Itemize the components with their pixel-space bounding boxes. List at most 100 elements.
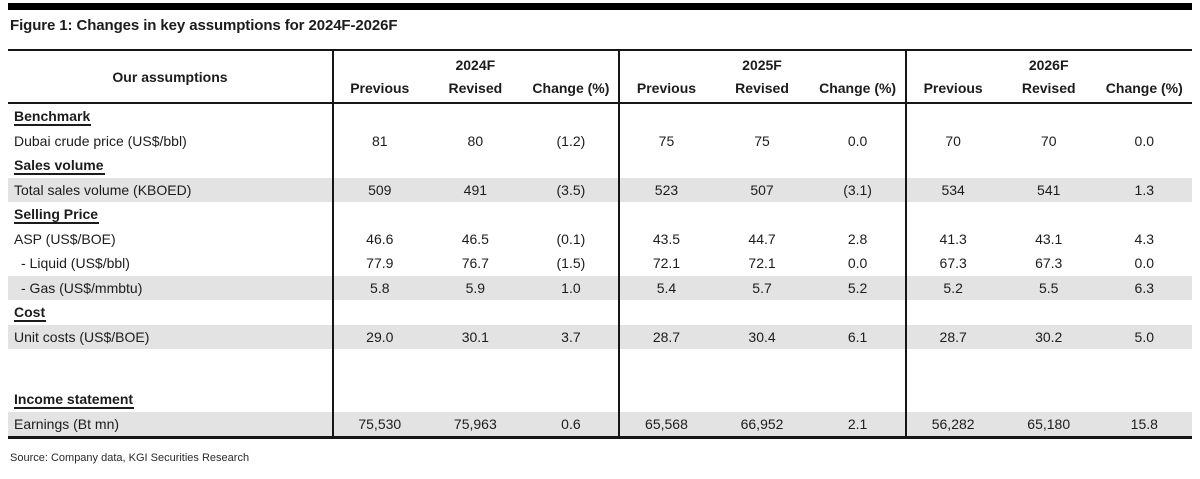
section-row: Benchmark [8, 104, 1192, 129]
table-row: ASP (US$/BOE) 46.6 46.5 (0.1) 43.5 44.7 2.8 41.… [8, 227, 1192, 252]
year-group-label: 2024F [455, 57, 496, 73]
value-cell: 30.1 [461, 328, 489, 345]
table-row: Total sales volume (KBOED) 509 491 (3.5) 523… [8, 177, 1192, 202]
section-label: Income statement [8, 387, 332, 412]
section-label: Benchmark [8, 104, 332, 129]
value-cell: 43.1 [1035, 230, 1063, 247]
value-cell: 46.5 [461, 230, 489, 247]
value-cell: 72.1 [748, 255, 776, 271]
value-cell: 76.7 [461, 255, 489, 271]
value-cell: 507 [750, 181, 774, 198]
column-header: Change (%) [819, 80, 897, 96]
value-cell: 30.4 [748, 328, 776, 345]
section-label-text: Selling Price [14, 206, 100, 224]
column-divider [618, 51, 620, 436]
value-cell: (0.1) [556, 230, 586, 247]
column-header: Previous [350, 80, 410, 96]
value-cell: 70 [1040, 132, 1057, 149]
value-cell: 5.2 [943, 279, 963, 296]
table-row: - Liquid (US$/bbl) 77.9 76.7 (1.5) 72.1 72.1 0… [8, 251, 1192, 276]
assumptions-table: Our assumptions 2024F 2025F 2026F Previous… [8, 49, 1192, 439]
column-header: Revised [448, 80, 503, 96]
section-row: Selling Price [8, 202, 1192, 227]
table-header: Our assumptions 2024F 2025F 2026F Previous… [8, 51, 1192, 104]
section-label-text: Cost [14, 304, 47, 322]
value-cell: 0.0 [847, 255, 868, 271]
value-cell: 75 [658, 132, 675, 149]
value-cell: 65,568 [645, 415, 688, 432]
row-label: Earnings (Bt mn) [14, 415, 120, 432]
column-header: Revised [735, 80, 789, 96]
value-cell: 0.0 [1134, 132, 1155, 149]
value-cell: 2.1 [847, 415, 868, 432]
value-cell: 3.7 [561, 328, 581, 345]
value-cell: 70 [945, 132, 961, 149]
year-group-row: 2024F 2025F 2026F [332, 51, 1192, 76]
section-label-text: Income statement [14, 391, 135, 409]
spacer-row [8, 349, 1192, 387]
row-label: Unit costs (US$/BOE) [14, 328, 150, 345]
value-cell: (3.5) [556, 181, 586, 198]
value-cell: 491 [463, 181, 488, 198]
column-header: Previous [923, 80, 983, 96]
value-cell: 541 [1037, 181, 1061, 198]
row-label: - Gas (US$/mmbtu) [21, 279, 143, 296]
section-row: Sales volume [8, 153, 1192, 178]
table-row: Unit costs (US$/BOE) 29.0 30.1 3.7 28.7 30.4 6… [8, 324, 1192, 349]
section-label-text: Sales volume [14, 157, 105, 175]
value-cell: 6.1 [847, 328, 868, 345]
value-cell: 523 [654, 181, 679, 198]
value-cell: 0.0 [1134, 255, 1155, 271]
value-cell: 1.0 [561, 279, 581, 296]
value-cell: 5.5 [1038, 279, 1059, 296]
value-cell: 75,963 [453, 415, 497, 432]
value-cell: 6.3 [1134, 279, 1155, 296]
value-cell: 56,282 [931, 415, 975, 432]
value-cell: 5.4 [656, 279, 677, 296]
value-cell: 30.2 [1035, 328, 1063, 345]
source-note: Source: Company data, KGI Securities Res… [10, 452, 250, 464]
figure-title: Figure 1: Changes in key assumptions for… [10, 17, 398, 34]
value-cell: 5.7 [752, 279, 772, 296]
value-cell: 41.3 [939, 230, 967, 247]
row-label: Total sales volume (KBOED) [14, 181, 192, 198]
value-cell: 4.3 [1134, 230, 1155, 247]
value-cell: 534 [941, 181, 965, 198]
value-cell: 67.3 [1035, 255, 1063, 271]
value-cell: 75,530 [358, 415, 402, 432]
value-cell: 75 [754, 132, 770, 149]
row-label: - Liquid (US$/bbl) [21, 255, 130, 271]
value-cell: 2.8 [847, 230, 868, 247]
value-cell: (3.1) [843, 181, 872, 198]
section-label: Selling Price [8, 202, 332, 227]
table-body: Benchmark Dubai crude price (US$/bbl) 81 80… [8, 104, 1192, 436]
value-cell: 0.0 [847, 132, 868, 149]
value-cell: (1.2) [556, 132, 586, 149]
column-header: Change (%) [1105, 80, 1183, 96]
year-group-label: 2025F [742, 57, 782, 73]
section-row: Income statement [8, 387, 1192, 412]
value-cell: 80 [467, 132, 484, 149]
row-label: Dubai crude price (US$/bbl) [14, 132, 187, 149]
section-label-text: Benchmark [14, 108, 92, 126]
value-cell: 5.9 [465, 279, 486, 296]
value-cell: 44.7 [748, 230, 776, 247]
column-divider [905, 51, 907, 436]
value-cell: 509 [368, 181, 392, 198]
value-cell: 43.5 [652, 230, 681, 247]
value-cell: 5.2 [847, 279, 868, 296]
value-cell: 28.7 [652, 328, 681, 345]
year-group-label: 2026F [1028, 57, 1069, 73]
year-groups-header: 2024F 2025F 2026F Previous Revised Change (%… [332, 51, 1192, 102]
table-row: Dubai crude price (US$/bbl) 81 80 (1.2) 75 75… [8, 129, 1192, 154]
value-cell: 0.6 [561, 415, 581, 432]
row-header-cell: Our assumptions [112, 68, 228, 85]
value-cell: 5.8 [370, 279, 390, 296]
column-header: Revised [1021, 80, 1076, 96]
column-divider [332, 51, 334, 436]
value-cell: 65,180 [1027, 415, 1071, 432]
value-cell: 81 [371, 132, 388, 149]
section-row: Cost [8, 300, 1192, 325]
value-cell: 46.6 [366, 230, 394, 247]
column-header-row: Previous Revised Change (%) Previous Revised… [332, 76, 1192, 102]
